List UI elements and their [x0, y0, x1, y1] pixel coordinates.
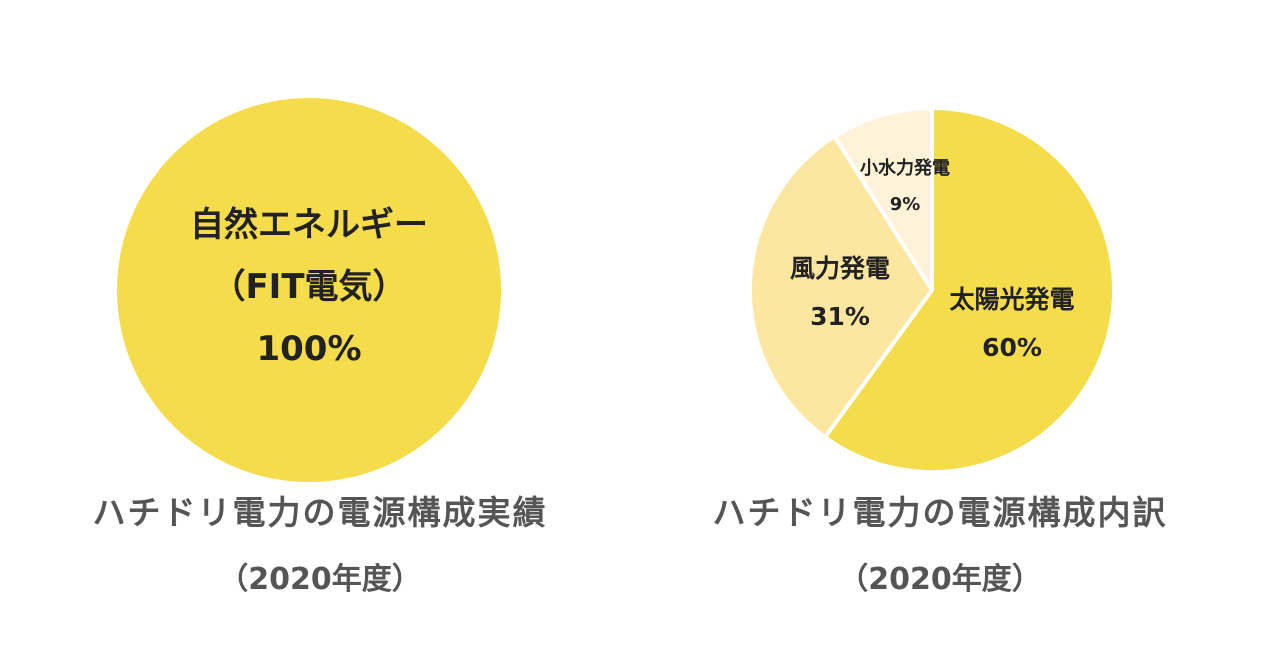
left-chart-caption: ハチドリ電力の電源構成実績 （2020年度）: [60, 486, 580, 598]
pie0-slice-0-label-2: 100%: [256, 329, 361, 369]
pie0-slice-0: [117, 98, 501, 482]
pie1-slice-2-label-0: 小水力発電: [860, 157, 950, 179]
right-chart-title: ハチドリ電力の電源構成内訳: [712, 493, 1168, 532]
pie0-slice-0-label-0: 自然エネルギー: [190, 205, 428, 245]
pie1-slice-0-label-0: 太陽光発電: [949, 285, 1074, 314]
pie1-slice-0-label-1: 60%: [982, 333, 1042, 362]
right-chart-subtitle: （2020年度）: [838, 562, 1042, 597]
pie1-slice-1: [748, 134, 934, 440]
left-chart-subtitle: （2020年度）: [218, 562, 422, 597]
pie1-slice-0: [823, 106, 1116, 474]
right-chart-caption: ハチドリ電力の電源構成内訳 （2020年度）: [660, 486, 1220, 598]
left-chart-title: ハチドリ電力の電源構成実績: [92, 493, 548, 532]
pie0-slice-0-label-1: （FIT電気）: [211, 267, 406, 307]
pie1-slice-1-label-1: 31%: [810, 302, 870, 331]
pie1-slice-1-label-0: 風力発電: [790, 254, 890, 283]
pie1-slice-2: [832, 106, 934, 292]
pie1-slice-2-label-1: 9%: [890, 194, 921, 215]
